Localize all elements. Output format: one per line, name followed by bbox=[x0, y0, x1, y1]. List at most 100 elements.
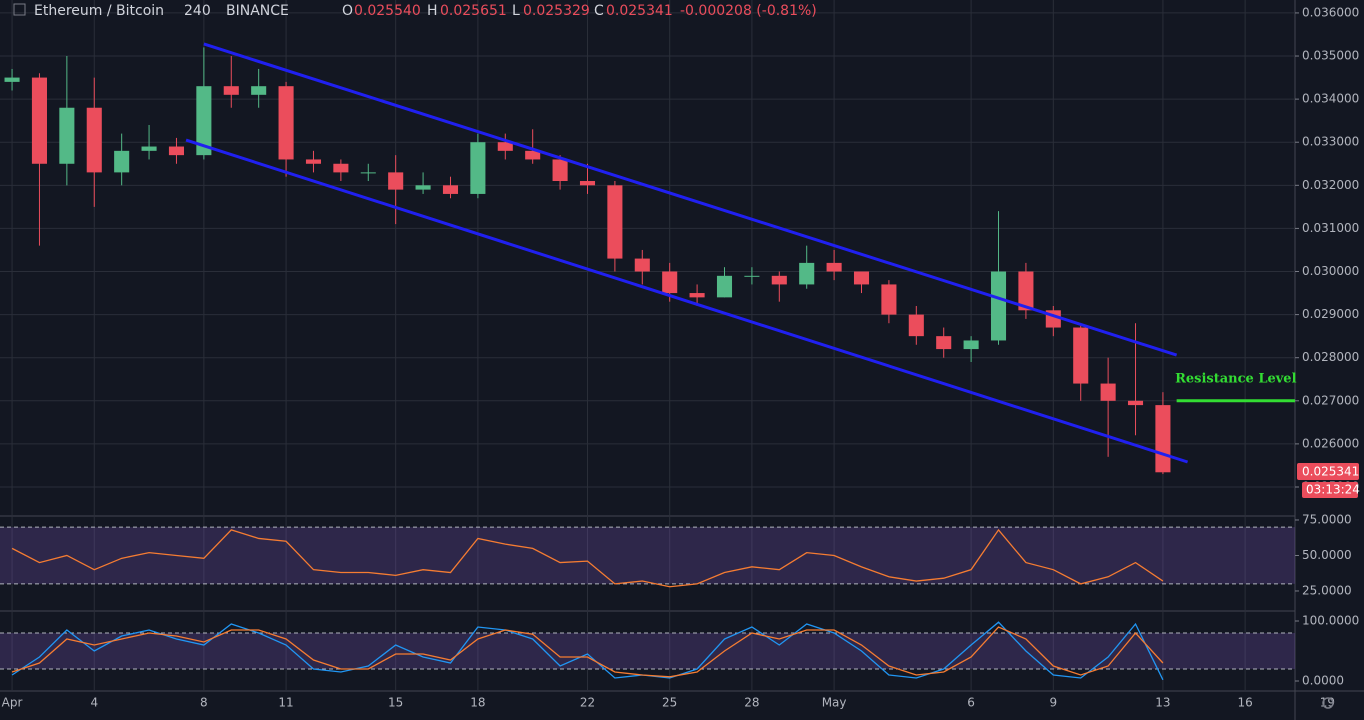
candle-body bbox=[1100, 383, 1116, 401]
candle-body bbox=[908, 314, 924, 337]
candle-body bbox=[442, 185, 459, 194]
collapse-button[interactable] bbox=[13, 3, 26, 16]
candle-body bbox=[990, 271, 1007, 341]
x-tick-label: 11 bbox=[278, 696, 293, 710]
channel-line bbox=[203, 42, 1178, 357]
candle-body bbox=[4, 77, 20, 82]
candle-body bbox=[470, 142, 486, 194]
x-tick-label: 6 bbox=[967, 696, 975, 710]
band bbox=[0, 527, 1295, 584]
x-tick-label: Apr bbox=[2, 696, 23, 710]
candle-body bbox=[881, 284, 897, 315]
candle-body bbox=[525, 150, 541, 160]
h-label: H bbox=[427, 3, 438, 19]
x-tick-label: 18 bbox=[470, 696, 485, 710]
o-label: O bbox=[342, 3, 353, 19]
c-value: 0.025341 bbox=[606, 3, 673, 19]
band bbox=[0, 633, 1295, 669]
candle-body bbox=[415, 185, 431, 190]
countdown-bg bbox=[1302, 482, 1358, 498]
candle-body bbox=[552, 159, 568, 182]
candle-body bbox=[744, 275, 760, 277]
candle-body bbox=[31, 77, 47, 164]
y-tick-label: 0.035000 bbox=[1302, 49, 1359, 63]
candle-body bbox=[1155, 405, 1171, 473]
countdown: 03:13:24 bbox=[1306, 483, 1360, 497]
candle-body bbox=[278, 86, 294, 160]
candle-body bbox=[799, 262, 815, 285]
o-value: 0.025540 bbox=[354, 3, 421, 19]
candle-body bbox=[1018, 271, 1034, 311]
candle-body bbox=[333, 163, 349, 173]
resistance-label: Resistance Level bbox=[1175, 371, 1296, 386]
x-tick-label: 16 bbox=[1237, 696, 1252, 710]
candle-body bbox=[826, 262, 842, 272]
price-tag: 0.025341 bbox=[1302, 465, 1359, 479]
y-tick-label: 100.0000 bbox=[1302, 614, 1359, 628]
interval: 240 bbox=[184, 3, 211, 19]
y-tick-label: 0.033000 bbox=[1302, 135, 1359, 149]
y-tick-label: 0.028000 bbox=[1302, 350, 1359, 364]
x-tick-label: 25 bbox=[662, 696, 677, 710]
exchange[interactable]: BINANCE bbox=[226, 3, 289, 19]
candle-body bbox=[634, 258, 650, 272]
symbol: Ethereum / Bitcoin bbox=[34, 3, 164, 19]
channel-line bbox=[185, 138, 1189, 464]
y-tick-label: 50.0000 bbox=[1302, 548, 1352, 562]
candle-body bbox=[251, 86, 267, 95]
x-tick-label: May bbox=[822, 696, 847, 710]
x-tick-label: 4 bbox=[90, 696, 98, 710]
candle-body bbox=[305, 159, 322, 164]
y-tick-label: 0.0000 bbox=[1302, 674, 1344, 688]
candle-body bbox=[141, 146, 157, 151]
x-tick-label: 22 bbox=[580, 696, 595, 710]
c-label: C bbox=[594, 3, 604, 19]
candle-body bbox=[689, 293, 705, 298]
candle-body bbox=[360, 172, 376, 174]
candle-body bbox=[853, 271, 870, 285]
candle-body bbox=[1073, 327, 1089, 384]
candle-body bbox=[497, 142, 513, 151]
candle-body bbox=[662, 271, 678, 294]
price-tag-bg bbox=[1297, 463, 1359, 480]
y-tick-label: 0.026000 bbox=[1302, 436, 1359, 450]
settings-icon[interactable] bbox=[1322, 697, 1334, 709]
candle-body bbox=[607, 185, 623, 259]
y-tick-label: 0.030000 bbox=[1302, 264, 1359, 278]
candle-body bbox=[223, 86, 239, 95]
candle-body bbox=[388, 172, 404, 190]
x-tick-label: 13 bbox=[1155, 696, 1170, 710]
candle-body bbox=[114, 150, 130, 173]
y-tick-label: 75.0000 bbox=[1302, 512, 1352, 526]
y-tick-label: 0.031000 bbox=[1302, 221, 1359, 235]
y-tick-label: 25.0000 bbox=[1302, 583, 1352, 597]
candle-body bbox=[579, 181, 596, 186]
candle-body bbox=[196, 86, 212, 156]
candle-body bbox=[59, 107, 75, 164]
x-tick-label: 15 bbox=[388, 696, 403, 710]
l-value: 0.025329 bbox=[523, 3, 590, 19]
x-tick-label: 8 bbox=[200, 696, 208, 710]
indicator-line bbox=[11, 528, 1164, 588]
candle-body bbox=[86, 107, 102, 173]
candle-body bbox=[936, 336, 952, 350]
candle-body bbox=[963, 340, 979, 350]
indicator-line bbox=[11, 621, 1164, 681]
candle-body bbox=[716, 275, 733, 298]
x-tick-label: 28 bbox=[744, 696, 759, 710]
y-tick-label: 0.034000 bbox=[1302, 92, 1359, 106]
candle-body bbox=[168, 146, 185, 156]
x-tick-label: 9 bbox=[1049, 696, 1057, 710]
candle-body bbox=[771, 275, 787, 285]
indicator-line bbox=[11, 626, 1164, 678]
y-tick-label: 0.032000 bbox=[1302, 178, 1359, 192]
y-tick-label: 0.036000 bbox=[1302, 5, 1359, 19]
y-tick-label: 0.027000 bbox=[1302, 393, 1359, 407]
l-label: L bbox=[512, 3, 520, 19]
candle-body bbox=[1127, 400, 1144, 406]
y-tick-label: 0.029000 bbox=[1302, 307, 1359, 321]
